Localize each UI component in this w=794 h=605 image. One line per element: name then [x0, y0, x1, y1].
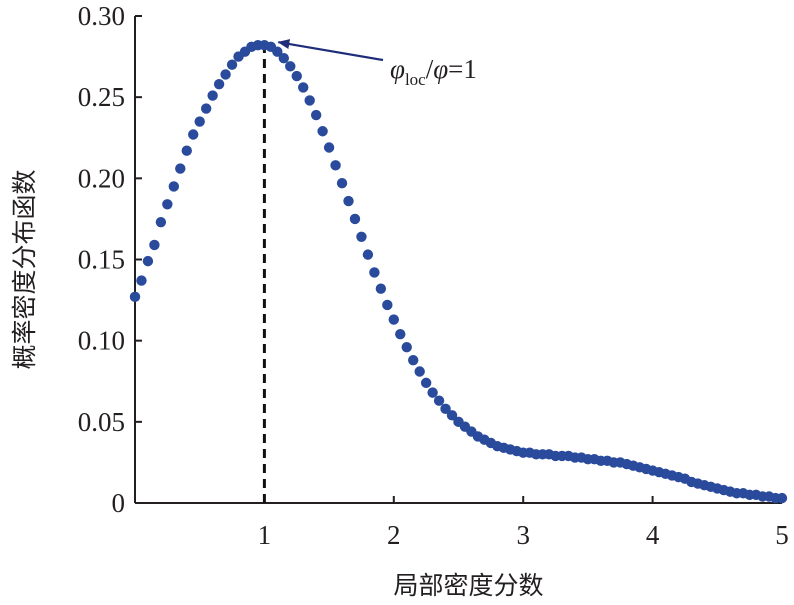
- data-point: [330, 160, 341, 171]
- data-point: [194, 116, 205, 127]
- data-point: [369, 267, 380, 278]
- y-tick-label: 0: [112, 488, 126, 518]
- data-point: [375, 283, 387, 294]
- data-point: [310, 109, 322, 121]
- axes: [134, 16, 782, 504]
- data-point: [149, 239, 160, 251]
- data-point: [226, 59, 238, 70]
- data-point: [382, 299, 393, 311]
- y-axis-title: 概率密度分布函数: [10, 169, 39, 369]
- data-point: [272, 46, 283, 57]
- data-point: [142, 255, 154, 267]
- y-tick-label: 0.30: [78, 1, 125, 31]
- ticks: 0 0.05 0.10 0.15 0.20 0.25 0.30 1 2 3 4 5: [78, 1, 789, 550]
- data-point: [356, 231, 367, 242]
- annotation-label-part: φ: [390, 54, 405, 84]
- y-tick-label: 0.20: [78, 163, 125, 193]
- data-point: [349, 213, 361, 225]
- data-point: [155, 216, 167, 228]
- data-point: [446, 410, 458, 421]
- data-point: [401, 341, 412, 353]
- data-point: [420, 377, 432, 389]
- data-point: [304, 95, 315, 106]
- data-point: [317, 126, 328, 137]
- data-point: [162, 199, 173, 210]
- annotation-arrow: [277, 39, 384, 62]
- data-point: [200, 103, 212, 114]
- data-point: [213, 78, 225, 90]
- data-point: [388, 314, 399, 325]
- data-point: [433, 395, 445, 406]
- annotation-label-part: loc: [405, 70, 426, 89]
- y-tick-label: 0.05: [78, 407, 125, 437]
- peak-annotation: φloc/φ=1: [277, 39, 477, 89]
- data-point: [188, 129, 199, 140]
- data-point: [278, 53, 290, 64]
- data-point: [291, 70, 302, 82]
- data-point: [414, 366, 425, 377]
- annotation-label-part: φ: [433, 54, 448, 84]
- annotation-label: φloc/φ=1: [390, 54, 477, 89]
- data-point: [427, 387, 438, 398]
- x-tick-label: 4: [646, 520, 660, 550]
- data-point: [440, 403, 451, 415]
- data-point: [168, 181, 180, 192]
- data-point: [285, 61, 296, 72]
- data-point: [298, 82, 309, 93]
- data-point: [220, 69, 231, 80]
- y-tick-label: 0.10: [78, 326, 125, 356]
- x-tick-label: 2: [387, 520, 401, 550]
- annotation-label-part: /: [426, 54, 434, 84]
- data-point: [136, 275, 147, 286]
- annotation-label-part: =1: [448, 54, 477, 84]
- data-point: [362, 249, 374, 260]
- x-tick-label: 5: [775, 520, 789, 550]
- data-point: [129, 291, 141, 303]
- data-point: [408, 354, 419, 366]
- data-point: [336, 178, 348, 189]
- data-point: [207, 90, 218, 101]
- data-point: [395, 328, 406, 340]
- data-point: [776, 492, 788, 504]
- data-point: [323, 142, 335, 153]
- x-tick-label: 3: [516, 520, 530, 550]
- data-points: [129, 40, 788, 504]
- x-tick-label: 1: [258, 520, 272, 550]
- y-tick-label: 0.25: [78, 82, 125, 112]
- data-point: [343, 195, 354, 207]
- x-axis-title: 局部密度分数: [393, 571, 543, 600]
- y-tick-label: 0.15: [78, 245, 125, 275]
- data-point: [175, 163, 186, 174]
- data-point: [181, 145, 192, 156]
